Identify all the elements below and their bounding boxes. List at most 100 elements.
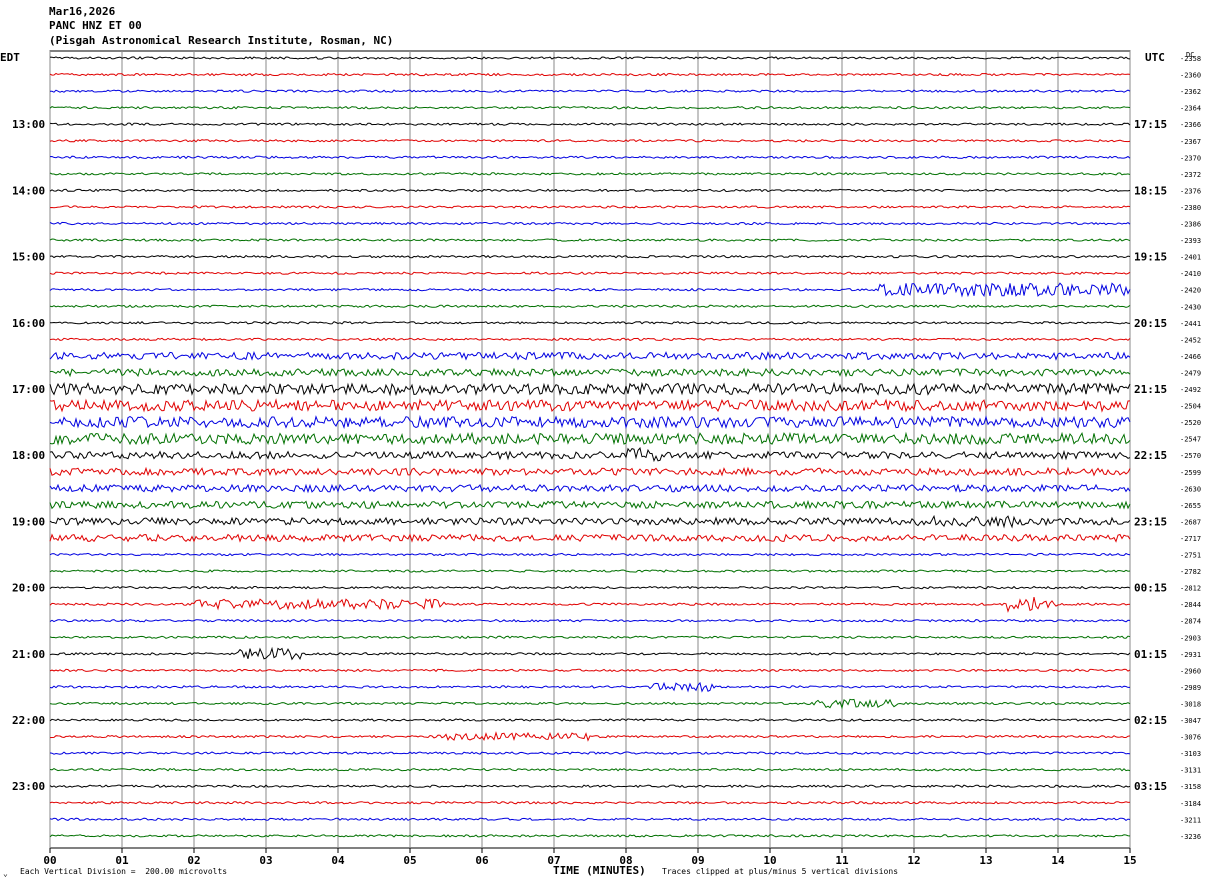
left-hour-label: 21:00 bbox=[12, 648, 45, 661]
dc-label: DC bbox=[1186, 51, 1194, 59]
left-hour-label: 13:00 bbox=[12, 118, 45, 131]
seismic-trace bbox=[49, 483, 1131, 494]
seismic-trace bbox=[49, 552, 1131, 557]
x-tick-label: 01 bbox=[115, 854, 129, 867]
left-hour-label: 22:00 bbox=[12, 714, 45, 727]
x-tick-label: 05 bbox=[403, 854, 416, 867]
x-tick-labels: 00 01 02 03 04 05 06 07 08 09 10 11 12 13 14 15 bbox=[43, 854, 1136, 867]
seismic-traces bbox=[49, 56, 1131, 838]
x-axis-label: TIME (MINUTES) bbox=[553, 864, 646, 877]
seismic-trace bbox=[49, 238, 1131, 242]
dc-offset-label: -2782 bbox=[1180, 568, 1201, 576]
right-hour-label: 18:15 bbox=[1134, 184, 1167, 197]
seismic-trace bbox=[49, 718, 1131, 722]
left-timezone-label: EDT bbox=[0, 51, 20, 64]
seismic-trace bbox=[49, 155, 1131, 160]
corner-mark: ⌄ bbox=[3, 869, 8, 878]
dc-offset-label: -3047 bbox=[1180, 717, 1201, 725]
x-tick-label: 03 bbox=[259, 854, 272, 867]
seismic-trace bbox=[49, 122, 1131, 126]
seismic-trace bbox=[50, 321, 1131, 325]
seismic-trace bbox=[49, 188, 1131, 193]
seismic-trace bbox=[49, 817, 1131, 822]
dc-offset-labels: -2358 -2360 -2362 -2364 -2366 -2367 -2370 -2372… bbox=[1180, 55, 1201, 841]
x-tick-label: 07 bbox=[547, 854, 560, 867]
dc-offset-label: -3211 bbox=[1180, 816, 1201, 824]
x-tick-label: 10 bbox=[763, 854, 776, 867]
dc-offset-label: -2655 bbox=[1180, 502, 1201, 510]
left-hour-label: 16:00 bbox=[12, 317, 45, 330]
seismic-trace bbox=[49, 172, 1131, 176]
dc-offset-label: -2430 bbox=[1180, 303, 1201, 311]
dc-offset-label: -2358 bbox=[1180, 55, 1201, 63]
dc-offset-label: -2380 bbox=[1180, 204, 1201, 212]
x-tick-label: 08 bbox=[619, 854, 632, 867]
seismic-trace bbox=[49, 585, 1131, 590]
right-hour-label: 19:15 bbox=[1134, 251, 1167, 264]
x-tick-label: 11 bbox=[835, 854, 849, 867]
dc-offset-label: -2360 bbox=[1180, 72, 1201, 80]
dc-offset-label: -2520 bbox=[1180, 419, 1201, 427]
seismic-trace bbox=[49, 751, 1131, 755]
x-tick-label: 00 bbox=[43, 854, 56, 867]
x-tick-label: 13 bbox=[979, 854, 992, 867]
left-hour-labels: 13:00 14:00 15:00 16:00 17:00 18:00 19:00 20:00… bbox=[12, 118, 45, 793]
dc-offset-label: -2372 bbox=[1180, 171, 1201, 179]
dc-offset-label: -2960 bbox=[1180, 667, 1201, 675]
seismic-trace bbox=[49, 596, 1131, 613]
dc-offset-label: -2401 bbox=[1180, 254, 1201, 262]
dc-offset-label: -3103 bbox=[1180, 750, 1201, 758]
dc-offset-label: -2370 bbox=[1180, 154, 1201, 162]
left-hour-label: 20:00 bbox=[12, 582, 45, 595]
seismic-trace bbox=[49, 533, 1131, 543]
seismic-trace bbox=[49, 784, 1131, 789]
dc-offset-label: -2844 bbox=[1180, 601, 1201, 609]
seismic-trace bbox=[49, 271, 1131, 275]
right-hour-label: 00:15 bbox=[1134, 582, 1167, 595]
seismic-trace bbox=[49, 89, 1131, 93]
x-tick-label: 02 bbox=[187, 854, 200, 867]
seismic-trace bbox=[49, 205, 1131, 209]
left-hour-label: 19:00 bbox=[12, 515, 45, 528]
dc-offset-label: -3076 bbox=[1180, 734, 1201, 742]
right-hour-label: 17:15 bbox=[1134, 118, 1167, 131]
dc-offset-label: -2903 bbox=[1180, 634, 1201, 642]
scale-note: Each Vertical Division = 200.00 microvol… bbox=[20, 867, 228, 876]
dc-offset-label: -2367 bbox=[1180, 138, 1201, 146]
x-tick-label: 15 bbox=[1123, 854, 1136, 867]
dc-offset-label: -2989 bbox=[1180, 684, 1201, 692]
dc-offset-label: -3131 bbox=[1180, 767, 1201, 775]
seismic-trace bbox=[49, 731, 1131, 742]
dc-offset-label: -2630 bbox=[1180, 485, 1201, 493]
plot-frame bbox=[49, 50, 1131, 849]
seismic-trace bbox=[49, 514, 1131, 529]
dc-offset-label: -2452 bbox=[1180, 336, 1201, 344]
seismic-trace bbox=[49, 499, 1131, 510]
date-label: Mar16,2026 bbox=[49, 5, 116, 18]
seismic-trace bbox=[49, 447, 1131, 463]
seismic-trace bbox=[49, 414, 1131, 430]
x-tick-label: 12 bbox=[907, 854, 920, 867]
minute-gridlines bbox=[49, 50, 1131, 853]
right-hour-labels: 17:15 18:15 19:15 20:15 21:15 22:15 23:15 00:15… bbox=[1134, 118, 1167, 793]
dc-offset-label: -2717 bbox=[1180, 535, 1201, 543]
x-tick-label: 04 bbox=[331, 854, 345, 867]
dc-offset-label: -2376 bbox=[1180, 187, 1201, 195]
seismic-trace bbox=[49, 569, 1131, 573]
left-hour-label: 18:00 bbox=[12, 449, 45, 462]
right-hour-label: 23:15 bbox=[1134, 515, 1167, 528]
seismic-trace bbox=[49, 800, 1131, 805]
seismic-trace bbox=[49, 139, 1131, 143]
seismic-trace bbox=[49, 681, 1130, 693]
seismic-trace bbox=[49, 337, 1131, 342]
dc-offset-label: -2687 bbox=[1180, 518, 1201, 526]
dc-offset-label: -2479 bbox=[1180, 369, 1201, 377]
dc-offset-label: -2362 bbox=[1180, 88, 1201, 96]
right-hour-label: 22:15 bbox=[1134, 449, 1167, 462]
institute-label: (Pisgah Astronomical Research Institute,… bbox=[49, 34, 394, 47]
right-hour-label: 03:15 bbox=[1134, 780, 1167, 793]
right-hour-label: 21:15 bbox=[1134, 383, 1167, 396]
seismic-trace bbox=[49, 282, 1131, 298]
dc-offset-label: -2386 bbox=[1180, 221, 1201, 229]
left-hour-label: 17:00 bbox=[12, 383, 45, 396]
